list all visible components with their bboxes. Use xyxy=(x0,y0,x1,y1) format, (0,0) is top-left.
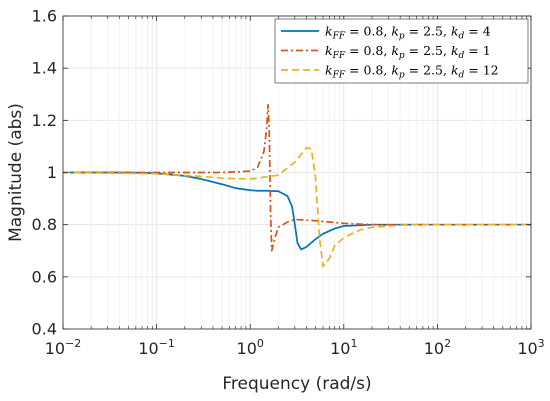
y-tick-label: 0.4 xyxy=(32,320,57,339)
series-layer xyxy=(62,103,531,268)
x-tick-exponent: 0 xyxy=(257,337,264,350)
legend-value-kd: 4 xyxy=(483,24,491,39)
x-tick-base: 10 xyxy=(237,339,257,358)
series-line-1 xyxy=(63,171,531,251)
legend-value-kff: 0.8 xyxy=(364,24,384,39)
x-tick-label: 100 xyxy=(237,337,264,358)
x-tick-base: 10 xyxy=(424,339,444,358)
x-tick-base: 10 xyxy=(330,339,350,358)
x-tick-label: 10−1 xyxy=(138,337,175,358)
series-line-2 xyxy=(63,103,531,252)
x-tick-label: 101 xyxy=(330,337,357,358)
y-tick-label: 0.8 xyxy=(32,215,57,234)
y-tick-label: 1.4 xyxy=(32,59,57,78)
y-axis-label: Magnitude (abs) xyxy=(6,103,26,242)
x-tick-label: 102 xyxy=(424,337,451,358)
legend-value-kff: 0.8 xyxy=(364,63,384,78)
x-tick-exponent: 1 xyxy=(350,337,357,350)
x-tick-label: 10−2 xyxy=(45,337,82,358)
legend-value-kp: 2.5 xyxy=(423,24,443,39)
x-tick-exponent: 2 xyxy=(444,337,451,350)
legend-entry-2: kFF = 0.8, kp = 2.5, kd = 1 xyxy=(325,43,491,61)
x-axis-label: Frequency (rad/s) xyxy=(222,374,371,394)
x-tick-base: 10 xyxy=(45,339,65,358)
y-tick-label: 1 xyxy=(47,163,57,182)
legend-entry-3: kFF = 0.8, kp = 2.5, kd = 12 xyxy=(325,63,499,81)
y-tick-label: 1.2 xyxy=(32,111,57,130)
y-tick-label: 1.6 xyxy=(32,7,57,26)
x-tick-base: 10 xyxy=(517,339,537,358)
legend-value-kp: 2.5 xyxy=(423,63,443,78)
x-tick-exponent: −2 xyxy=(65,337,81,350)
x-tick-exponent: 3 xyxy=(538,337,545,350)
axis-ticks: 0.40.60.811.21.41.610−2 10−1 100 101 102 103 xyxy=(32,7,545,359)
legend-entry-1: kFF = 0.8, kp = 2.5, kd = 4 xyxy=(325,24,491,42)
legend-value-kp: 2.5 xyxy=(423,43,443,58)
series-line-3 xyxy=(62,146,531,268)
x-tick-exponent: −1 xyxy=(159,337,175,350)
legend-value-kd: 12 xyxy=(483,63,499,78)
legend-value-kd: 1 xyxy=(483,43,491,58)
x-tick-base: 10 xyxy=(138,339,158,358)
x-tick-label: 103 xyxy=(517,337,544,358)
y-tick-label: 0.6 xyxy=(32,267,57,286)
legend-value-kff: 0.8 xyxy=(364,43,384,58)
